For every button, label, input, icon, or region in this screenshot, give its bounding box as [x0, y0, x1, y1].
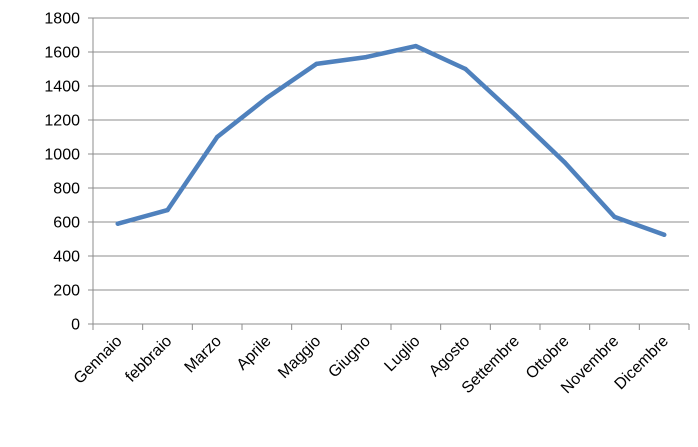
y-tick-label: 400	[53, 249, 80, 266]
x-tick-label: Dicembre	[612, 333, 673, 394]
tick-labels: 0 200 400 600 800 1000 1200 1400 1600 1800 Gennaio…	[44, 11, 672, 398]
y-tick-label: 1400	[44, 79, 80, 96]
y-tick-label: 1000	[44, 147, 80, 164]
axes	[88, 17, 690, 330]
x-tick-label: Giugno	[325, 333, 374, 382]
y-tick-label: 600	[53, 215, 80, 232]
series-line	[115, 43, 667, 238]
series-layer	[115, 43, 667, 238]
data-point	[512, 112, 518, 118]
y-tick-label: 1200	[44, 113, 80, 130]
data-point	[612, 214, 617, 220]
gridlines	[93, 17, 689, 291]
y-tick-label: 200	[53, 283, 80, 300]
data-point	[661, 232, 667, 237]
x-tick-label: Maggio	[275, 333, 324, 382]
data-point	[314, 61, 319, 67]
x-tick-label: Luglio	[381, 333, 423, 375]
data-point	[463, 66, 468, 72]
x-tick-label: Aprile	[234, 333, 275, 374]
y-tick-label: 0	[71, 317, 80, 334]
y-tick-label: 1600	[44, 45, 80, 62]
data-point	[562, 160, 568, 165]
x-tick-label: Agosto	[426, 333, 473, 380]
data-point	[214, 134, 220, 140]
x-tick-label: febbraio	[122, 333, 175, 386]
x-tick-label: Gennaio	[71, 333, 126, 388]
y-tick-label: 800	[53, 181, 80, 198]
data-point	[413, 43, 419, 49]
data-point	[363, 54, 369, 60]
y-tick-label: 1800	[44, 11, 80, 28]
data-point	[115, 221, 121, 226]
data-point	[165, 207, 170, 213]
x-tick-label: Ottobre	[523, 333, 573, 383]
data-point	[264, 95, 270, 101]
x-tick-label: Marzo	[182, 333, 226, 377]
